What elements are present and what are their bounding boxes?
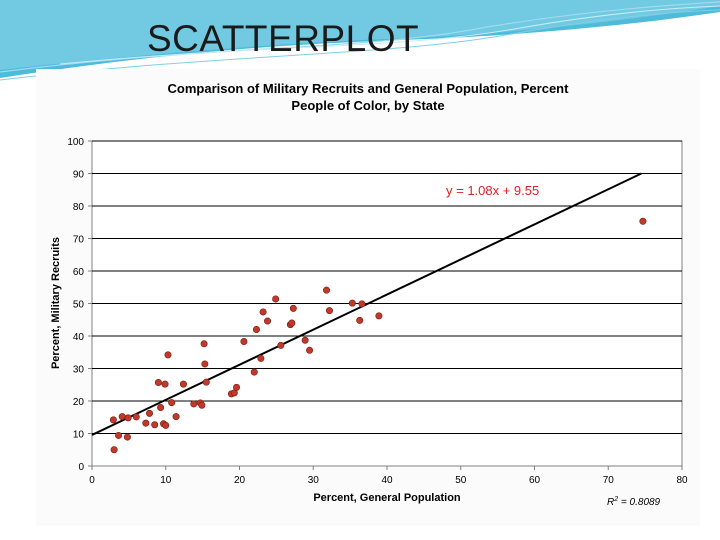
banner-wave-line-2: [0, 9, 720, 81]
y-tick-label: 40: [73, 332, 85, 343]
data-point: [164, 351, 172, 359]
data-point: [115, 431, 123, 439]
trendline-group: [91, 172, 642, 436]
x-tick-label: 70: [603, 475, 615, 486]
data-point: [257, 354, 265, 362]
y-tick-label: 70: [73, 235, 85, 246]
x-tick-label: 30: [308, 475, 320, 486]
data-point: [375, 312, 383, 320]
y-tick-label: 0: [78, 462, 84, 473]
x-tick-label: 0: [89, 475, 95, 486]
y-axis-label: Percent, Military Recruits: [50, 237, 62, 369]
data-point: [179, 380, 187, 388]
slide-title: SCATTERPLOT: [147, 18, 420, 59]
x-tick-label: 10: [160, 475, 172, 486]
data-point: [162, 421, 170, 429]
data-point: [277, 341, 285, 349]
data-point: [288, 319, 296, 327]
gridlines: [92, 140, 682, 434]
data-point: [264, 317, 272, 325]
data-points: [109, 217, 647, 454]
y-tick-label: 30: [73, 365, 85, 376]
data-point: [358, 300, 366, 308]
x-axis-label: Percent, General Population: [313, 492, 461, 504]
data-point: [151, 421, 159, 429]
data-point: [142, 419, 150, 427]
data-point: [356, 316, 364, 324]
slide-banner-decoration: [0, 0, 720, 81]
data-point: [200, 340, 208, 348]
banner-wave-light: [0, 0, 720, 70]
data-point: [172, 413, 180, 421]
data-point: [168, 399, 176, 407]
x-tick-label: 40: [381, 475, 393, 486]
data-point: [289, 304, 297, 312]
data-point: [110, 446, 118, 454]
chart-title-line-1: Comparison of Military Recruits and Gene…: [168, 81, 570, 96]
axis-ticks: 0 10 20 30 40 50 60 70 80 90 100 0 10 20 30 40 50 60 70 80: [67, 137, 688, 486]
data-point: [202, 378, 210, 386]
data-point: [109, 416, 117, 424]
data-point: [154, 378, 162, 386]
y-tick-label: 60: [73, 267, 85, 278]
y-tick-label: 80: [73, 202, 85, 213]
y-tick-label: 20: [73, 397, 85, 408]
y-tick-label: 10: [73, 430, 85, 441]
data-point: [301, 336, 309, 344]
r-squared-label: R2 = 0.8089: [607, 496, 661, 508]
data-point: [250, 368, 258, 376]
r-squared-exponent: 2: [613, 496, 618, 503]
trendline-equation: y = 1.08x + 9.55: [446, 183, 539, 198]
data-point: [272, 295, 280, 303]
data-point: [639, 217, 647, 225]
x-tick-label: 80: [676, 475, 688, 486]
r-squared-value: = 0.8089: [618, 497, 660, 508]
data-point: [233, 383, 241, 391]
trendline: [91, 172, 642, 436]
x-tick-label: 60: [529, 475, 541, 486]
data-point: [323, 286, 331, 294]
y-tick-label: 90: [73, 170, 85, 181]
y-tick-label: 100: [67, 137, 84, 148]
r-squared-symbol: R: [607, 497, 614, 508]
banner-wave-line-3: [59, 5, 720, 65]
data-point: [146, 409, 154, 417]
data-point: [157, 403, 165, 411]
chart-figure: Comparison of Military Recruits and Gene…: [36, 69, 700, 526]
y-tick-label: 50: [73, 300, 85, 311]
data-point: [161, 380, 169, 388]
data-point: [252, 325, 260, 333]
data-point: [198, 401, 206, 409]
data-point: [201, 360, 209, 368]
x-tick-label: 50: [455, 475, 467, 486]
data-point: [123, 433, 131, 441]
data-point: [325, 307, 333, 315]
data-point: [259, 308, 267, 316]
chart-title-line-2: People of Color, by State: [291, 98, 444, 113]
data-point: [132, 413, 140, 421]
x-tick-label: 20: [234, 475, 246, 486]
scatter-chart: Comparison of Military Recruits and Gene…: [50, 81, 688, 508]
data-point: [124, 414, 132, 422]
data-point: [348, 299, 356, 307]
data-point: [190, 400, 198, 408]
data-point: [118, 413, 126, 421]
data-point: [306, 346, 314, 354]
data-point: [240, 338, 248, 346]
